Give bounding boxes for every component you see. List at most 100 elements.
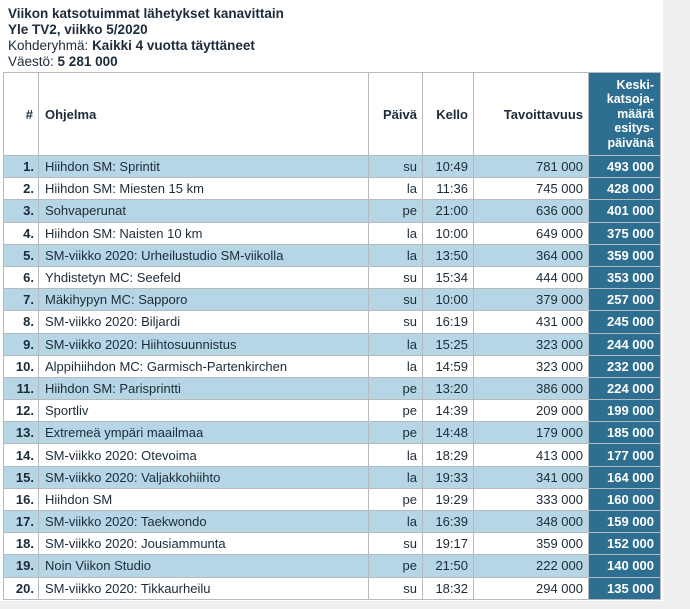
cell-reach: 636 000 [473,199,589,223]
cell-program: Hiihdon SM: Parisprintti [38,376,369,401]
header-avg-viewers: Keski-katsoja-määrä esitys-päivänä [588,72,661,156]
cell-avg: 160 000 [588,487,661,512]
cell-reach: 649 000 [473,221,589,245]
table-row: 2. Hiihdon SM: Miesten 15 km la 11:36 745 00… [3,177,661,201]
header-day: Päivä [368,72,423,156]
cell-time: 16:19 [422,310,474,334]
cell-rank: 16. [3,487,39,512]
cell-day: pe [368,376,423,401]
cell-day: la [368,332,423,356]
cell-program: Alppihiihdon MC: Garmisch-Partenkirchen [38,354,369,378]
cell-time: 21:00 [422,199,474,223]
cell-day: la [368,443,423,467]
table-row: 4. Hiihdon SM: Naisten 10 km la 10:00 649 00… [3,221,661,245]
cell-reach: 364 000 [473,243,589,267]
table-row: 12. Sportliv pe 14:39 209 000 199 000 [3,399,661,423]
cell-rank: 9. [3,332,39,356]
cell-time: 16:39 [422,509,474,534]
cell-program: SM-viikko 2020: Taekwondo [38,509,369,534]
cell-rank: 8. [3,310,39,334]
cell-program: Mäkihypyn MC: Sapporo [38,288,369,312]
table-row: 13. Extremeä ympäri maailmaa pe 14:48 179 00… [3,421,661,445]
cell-day: su [368,288,423,312]
table-row: 20. SM-viikko 2020: Tikkaurheilu su 18:32 29… [3,576,661,600]
cell-time: 10:00 [422,288,474,312]
cell-time: 19:33 [422,465,474,489]
table-row: 16. Hiihdon SM pe 19:29 333 000 160 000 [3,487,661,512]
cell-avg: 353 000 [588,265,661,290]
cell-program: Noin Viikon Studio [38,554,369,578]
table-row: 15. SM-viikko 2020: Valjakkohiihto la 19:33… [3,465,661,489]
cell-day: la [368,221,423,245]
cell-avg: 428 000 [588,177,661,201]
cell-reach: 348 000 [473,509,589,534]
cell-program: Hiihdon SM: Miesten 15 km [38,177,369,201]
cell-rank: 1. [3,154,39,179]
cell-reach: 323 000 [473,354,589,378]
cell-program: SM-viikko 2020: Hiihtosuunnistus [38,332,369,356]
cell-day: pe [368,554,423,578]
table-row: 1. Hiihdon SM: Sprintit su 10:49 781 000 493 … [3,154,661,179]
content-area: Viikon katsotuimmat lähetykset kanavitta… [0,0,663,601]
table-row: 14. SM-viikko 2020: Otevoima la 18:29 413 00… [3,443,661,467]
report-subtitle: Yle TV2, viikko 5/2020 [8,22,148,37]
population-label: Väestö: [8,54,54,69]
cell-rank: 19. [3,554,39,578]
cell-reach: 341 000 [473,465,589,489]
cell-avg: 199 000 [588,399,661,423]
table-header-row: # Ohjelma Päivä Kello Tavoittavuus Keski… [3,72,661,156]
table-row: 11. Hiihdon SM: Parisprintti pe 13:20 386 00… [3,376,661,401]
target-group-line: Kohderyhmä: Kaikki 4 vuotta täyttäneet [8,38,663,54]
cell-reach: 209 000 [473,399,589,423]
cell-avg: 244 000 [588,332,661,356]
cell-program: Extremeä ympäri maailmaa [38,421,369,445]
cell-program: Sportliv [38,399,369,423]
cell-rank: 4. [3,221,39,245]
table-row: 3. Sohvaperunat pe 21:00 636 000 401 000 [3,199,661,223]
cell-time: 19:29 [422,487,474,512]
cell-reach: 359 000 [473,532,589,556]
cell-rank: 11. [3,376,39,401]
cell-avg: 493 000 [588,154,661,179]
cell-rank: 20. [3,576,39,600]
cell-day: pe [368,421,423,445]
cell-time: 13:50 [422,243,474,267]
cell-program: Hiihdon SM: Sprintit [38,154,369,179]
cell-avg: 164 000 [588,465,661,489]
cell-day: la [368,354,423,378]
cell-day: la [368,177,423,201]
cell-avg: 224 000 [588,376,661,401]
cell-program: SM-viikko 2020: Tikkaurheilu [38,576,369,600]
cell-time: 11:36 [422,177,474,201]
cell-avg: 152 000 [588,532,661,556]
cell-program: Yhdistetyn MC: Seefeld [38,265,369,290]
cell-program: SM-viikko 2020: Urheilustudio SM-viikoll… [38,243,369,267]
cell-avg: 177 000 [588,443,661,467]
cell-time: 15:25 [422,332,474,356]
cell-day: su [368,310,423,334]
cell-time: 14:39 [422,399,474,423]
cell-program: Hiihdon SM [38,487,369,512]
cell-reach: 386 000 [473,376,589,401]
header-reach: Tavoittavuus [473,72,589,156]
cell-rank: 17. [3,509,39,534]
table-row: 10. Alppihiihdon MC: Garmisch-Partenkirch… [3,354,661,378]
cell-time: 14:59 [422,354,474,378]
cell-avg: 401 000 [588,199,661,223]
cell-day: pe [368,199,423,223]
cell-avg: 185 000 [588,421,661,445]
cell-reach: 745 000 [473,177,589,201]
cell-day: pe [368,487,423,512]
cell-reach: 333 000 [473,487,589,512]
cell-reach: 222 000 [473,554,589,578]
target-group-value: Kaikki 4 vuotta täyttäneet [92,38,255,53]
cell-day: la [368,243,423,267]
header-time: Kello [422,72,474,156]
cell-reach: 179 000 [473,421,589,445]
cell-rank: 10. [3,354,39,378]
cell-rank: 13. [3,421,39,445]
report-header: Viikon katsotuimmat lähetykset kanavitta… [0,0,663,70]
cell-reach: 431 000 [473,310,589,334]
ratings-table: # Ohjelma Päivä Kello Tavoittavuus Keski… [3,72,661,600]
cell-rank: 18. [3,532,39,556]
